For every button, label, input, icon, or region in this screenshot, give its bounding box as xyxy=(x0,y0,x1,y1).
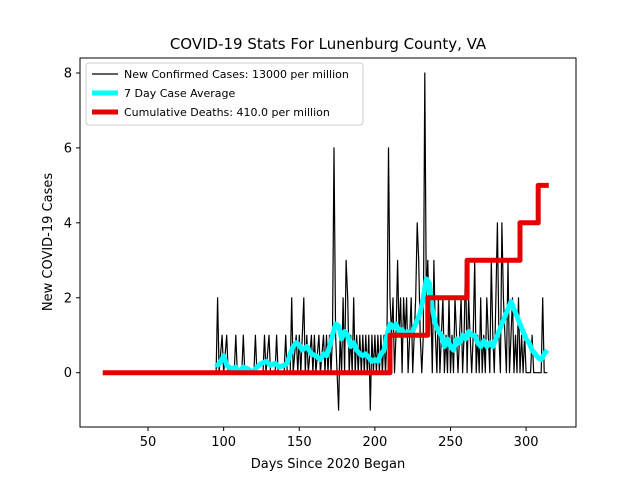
legend-box xyxy=(85,62,364,126)
x-ticks: 50 100 150 200 250 300 xyxy=(140,427,539,450)
y-tick-label: 4 xyxy=(64,216,72,231)
x-tick-label: 200 xyxy=(362,435,387,450)
legend-label-7-day-average: 7 Day Case Average xyxy=(124,87,236,100)
series-layer xyxy=(102,72,550,411)
legend: New Confirmed Cases: 13000 per million 7… xyxy=(85,62,364,126)
series-new-cases-line xyxy=(215,72,548,411)
x-axis-label: Days Since 2020 Began xyxy=(251,457,406,472)
series-cumulative-deaths-line xyxy=(102,182,549,376)
legend-label-new-cases: New Confirmed Cases: 13000 per million xyxy=(124,68,349,81)
plot-frame xyxy=(79,57,577,428)
x-tick-label: 300 xyxy=(514,435,539,450)
x-tick-label: 50 xyxy=(140,435,157,450)
y-axis-label: New COVID-19 Cases xyxy=(41,173,56,311)
y-tick-label: 6 xyxy=(64,141,72,156)
chart-title: COVID-19 Stats For Lunenburg County, VA xyxy=(170,35,487,53)
y-tick-label: 0 xyxy=(64,366,72,381)
y-tick-label: 2 xyxy=(64,291,72,306)
x-tick-label: 100 xyxy=(211,435,236,450)
x-tick-label: 250 xyxy=(438,435,463,450)
series-7-day-average-line xyxy=(214,276,550,376)
y-tick-label: 8 xyxy=(64,66,72,81)
legend-label-cumulative-deaths: Cumulative Deaths: 410.0 per million xyxy=(124,106,330,119)
x-tick-label: 150 xyxy=(287,435,312,450)
y-ticks: 0 2 4 6 8 xyxy=(64,66,80,381)
